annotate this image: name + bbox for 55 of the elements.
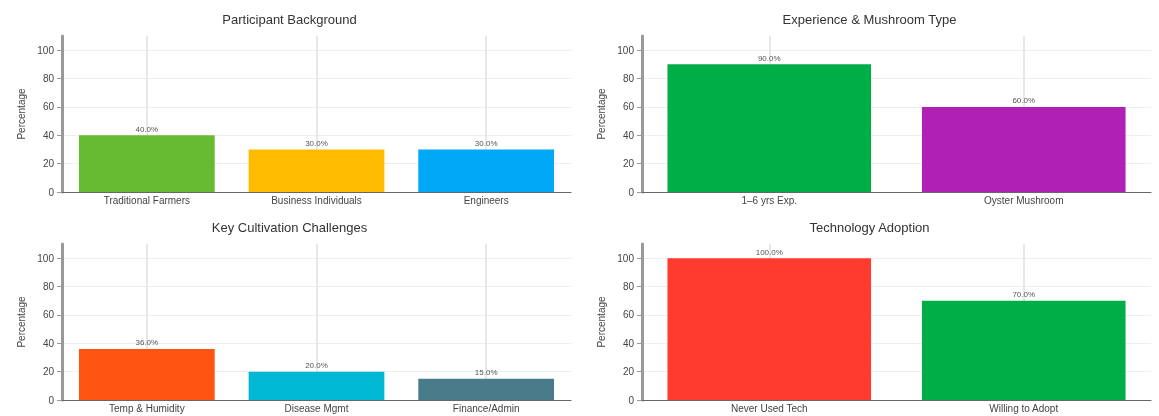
x-tick-label: Willing to Adopt	[989, 402, 1059, 414]
chart-title: Experience & Mushroom Type	[782, 12, 957, 27]
y-tick-label: 20	[622, 158, 635, 170]
y-tick-label: 80	[42, 281, 55, 293]
y-tick-label: 80	[622, 73, 635, 85]
y-axis-title: Percentage	[595, 87, 607, 140]
data-label: 30.0%	[474, 138, 498, 148]
y-tick-label: 60	[622, 309, 635, 321]
data-label: 90.0%	[757, 53, 781, 63]
y-tick-label: 60	[42, 101, 55, 113]
y-tick-label: 100	[37, 252, 55, 264]
x-tick-label: Temp & Humidity	[109, 402, 185, 414]
y-tick-label: 60	[42, 309, 55, 321]
bar	[418, 378, 555, 400]
x-tick-label: Traditional Farmers	[103, 194, 190, 206]
data-label: 70.0%	[1012, 290, 1036, 300]
data-label: 30.0%	[305, 138, 328, 148]
y-tick-label: 0	[48, 186, 55, 198]
x-tick-label: Business Individuals	[271, 194, 362, 206]
y-tick-label: 60	[622, 101, 635, 113]
chart-title: Key Cultivation Challenges	[211, 220, 368, 235]
y-tick-label: 0	[628, 394, 635, 406]
x-tick-label: Oyster Mushroom	[984, 194, 1064, 206]
y-axis-title: Percentage	[595, 295, 607, 348]
chart-title: Technology Adoption	[809, 220, 930, 235]
x-tick-label: Finance/Admin	[452, 402, 520, 414]
y-tick-label: 0	[628, 186, 635, 198]
x-tick-label: 1–6 yrs Exp.	[741, 194, 798, 206]
x-tick-label: Never Used Tech	[730, 402, 808, 414]
y-tick-label: 0	[48, 394, 55, 406]
data-label: 36.0%	[135, 338, 159, 348]
y-tick-label: 20	[42, 158, 55, 170]
y-tick-label: 40	[42, 337, 55, 349]
x-tick-label: Disease Mgmt	[284, 402, 349, 414]
y-tick-label: 20	[42, 366, 55, 378]
y-tick-label: 100	[37, 44, 55, 56]
y-tick-label: 100	[617, 252, 635, 264]
y-tick-label: 100	[617, 44, 635, 56]
data-label: 20.0%	[305, 361, 328, 371]
y-tick-label: 40	[622, 129, 635, 141]
bar	[248, 371, 385, 400]
y-axis-title: Percentage	[15, 295, 27, 348]
y-tick-label: 40	[622, 337, 635, 349]
data-label: 60.0%	[1012, 96, 1036, 106]
y-tick-label: 80	[42, 73, 55, 85]
data-label: 100.0%	[755, 247, 783, 257]
data-label: 40.0%	[135, 124, 159, 134]
y-tick-label: 40	[42, 129, 55, 141]
data-label: 15.0%	[474, 368, 498, 378]
y-tick-label: 80	[622, 281, 635, 293]
bar	[78, 348, 215, 400]
y-axis-title: Percentage	[15, 87, 27, 140]
y-tick-label: 20	[622, 366, 635, 378]
x-tick-label: Engineers	[463, 194, 509, 206]
chart-title: Participant Background	[222, 12, 357, 27]
